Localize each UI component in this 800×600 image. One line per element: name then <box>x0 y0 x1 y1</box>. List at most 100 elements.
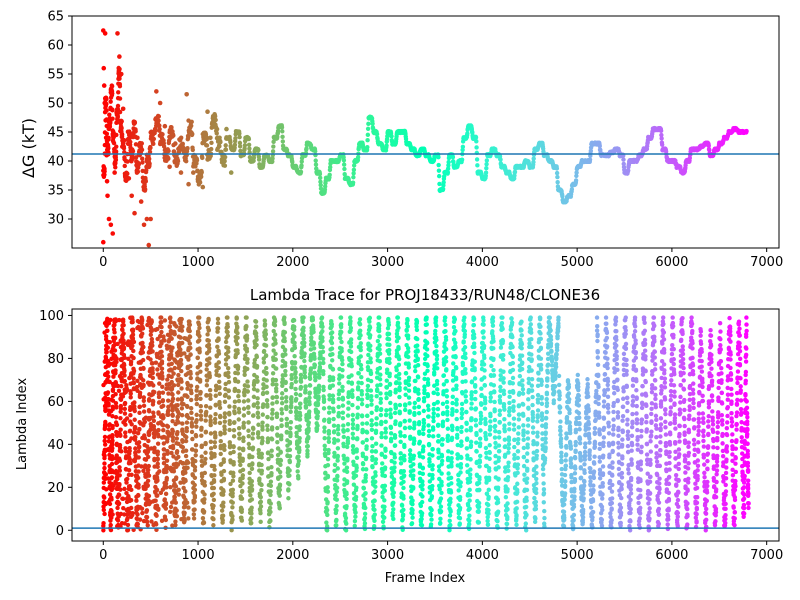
lambda-point <box>225 329 230 335</box>
delta-g-point <box>224 126 229 132</box>
delta-g-point <box>222 163 228 168</box>
delta-g-point <box>143 179 149 184</box>
lambda-point <box>269 453 274 458</box>
delta-g-point <box>110 91 115 96</box>
lambda-point <box>158 315 164 320</box>
delta-g-point <box>531 156 536 161</box>
delta-g-point <box>114 144 119 149</box>
lambda-point <box>230 487 236 492</box>
lambda-point <box>232 410 237 416</box>
lambda-point <box>270 371 276 376</box>
lambda-point <box>273 351 278 357</box>
lambda-point <box>330 358 335 363</box>
delta-g-point <box>114 132 119 138</box>
delta-g-point <box>104 101 109 107</box>
lambda-point <box>226 379 232 385</box>
delta-g-point <box>166 156 171 161</box>
lambda-point <box>373 460 378 466</box>
delta-g-point <box>101 65 107 71</box>
lambda-point <box>275 425 280 431</box>
delta-g-point <box>341 162 347 167</box>
delta-g-point <box>161 141 167 146</box>
lambda-point <box>237 431 242 436</box>
lambda-point <box>102 461 107 466</box>
y-tick-label: 60 <box>47 39 64 54</box>
lambda-point <box>370 444 375 449</box>
delta-g-point <box>121 137 127 143</box>
lambda-point <box>322 425 327 430</box>
delta-g-point <box>475 163 480 168</box>
delta-g-point <box>197 180 203 185</box>
lambda-point <box>312 356 317 361</box>
delta-g-point <box>365 138 370 143</box>
delta-g-point <box>573 178 579 183</box>
delta-g-point <box>436 162 441 168</box>
delta-g-point <box>199 170 204 175</box>
lambda-point <box>330 352 335 357</box>
lambda-point <box>188 397 194 403</box>
lambda-point <box>368 360 373 365</box>
lambda-point <box>268 518 273 524</box>
lambda-point <box>307 376 313 382</box>
lambda-point <box>338 315 344 320</box>
lambda-point <box>178 347 183 352</box>
delta-g-point <box>366 121 371 127</box>
lambda-point <box>273 377 279 383</box>
delta-g-point <box>178 170 184 175</box>
delta-g-point <box>102 31 108 36</box>
delta-g-point <box>157 123 162 128</box>
delta-g-point <box>247 154 253 160</box>
lambda-point <box>235 371 241 376</box>
lambda-point <box>255 405 261 410</box>
lambda-point <box>325 485 330 490</box>
delta-g-point <box>106 135 111 140</box>
lambda-point <box>161 427 166 433</box>
lambda-point <box>307 391 312 396</box>
lambda-point <box>192 475 198 480</box>
lambda-point <box>194 412 199 418</box>
delta-g-point <box>186 181 191 187</box>
lambda-point <box>251 402 257 407</box>
lambda-point <box>197 315 202 320</box>
lambda-point <box>279 401 285 406</box>
delta-g-point <box>140 156 145 161</box>
x-tick-label: 3000 <box>371 255 404 270</box>
lambda-point <box>216 351 222 356</box>
lambda-point <box>231 444 236 449</box>
lambda-point <box>261 360 267 365</box>
delta-g-point <box>209 146 214 152</box>
lambda-point <box>231 470 236 476</box>
lambda-point <box>365 403 370 409</box>
delta-g-point <box>132 120 138 126</box>
lambda-point <box>148 332 154 337</box>
delta-g-point <box>365 145 370 150</box>
lambda-point <box>254 363 260 369</box>
delta-g-point <box>117 109 123 115</box>
y-tick-label: 65 <box>47 10 64 25</box>
lambda-point <box>193 448 199 453</box>
lambda-point <box>256 435 261 440</box>
lambda-point <box>213 403 219 408</box>
lambda-point <box>179 386 184 391</box>
lambda-point <box>189 390 194 396</box>
lambda-point <box>279 423 284 428</box>
delta-g-point <box>299 163 304 168</box>
lambda-point <box>315 413 320 419</box>
lambda-point <box>315 410 321 415</box>
lambda-point <box>274 394 280 400</box>
lambda-point <box>255 388 260 393</box>
lambda-point <box>197 333 202 339</box>
lambda-point <box>340 415 346 421</box>
lambda-point <box>292 360 298 365</box>
lambda-point <box>197 361 203 366</box>
lambda-point <box>296 458 302 464</box>
lambda-point <box>198 369 203 374</box>
delta-g-point <box>146 242 152 248</box>
lambda-point <box>222 424 227 429</box>
delta-g-point <box>199 174 204 179</box>
lambda-point <box>287 447 293 453</box>
delta-g-point <box>204 136 209 142</box>
lambda-point <box>140 331 145 336</box>
lambda-point <box>226 349 231 354</box>
lambda-point <box>311 351 317 356</box>
